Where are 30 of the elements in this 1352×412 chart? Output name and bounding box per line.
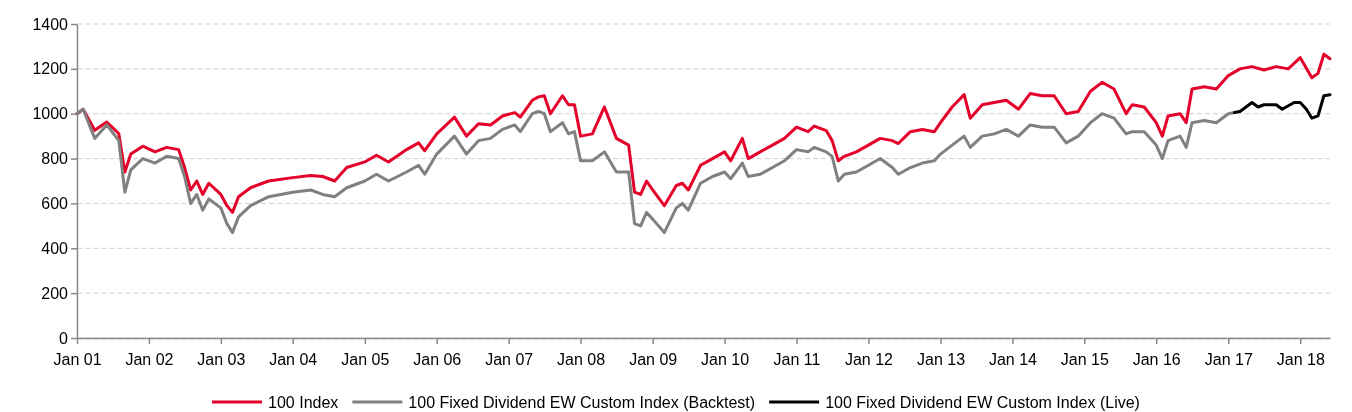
x-tick-label: Jan 07 bbox=[485, 350, 534, 368]
x-tick-label: Jan 06 bbox=[413, 350, 462, 368]
y-tick-label: 0 bbox=[59, 329, 69, 347]
legend-label: 100 Fixed Dividend EW Custom Index (Live) bbox=[825, 394, 1140, 411]
x-tick-label: Jan 14 bbox=[988, 350, 1038, 368]
y-tick-label: 200 bbox=[41, 284, 69, 302]
y-tick-label: 1400 bbox=[32, 15, 69, 33]
y-tick-label: 1200 bbox=[32, 60, 69, 78]
y-tick-label: 800 bbox=[41, 150, 69, 168]
x-tick-label: Jan 10 bbox=[701, 350, 750, 368]
x-tick-label: Jan 18 bbox=[1276, 350, 1325, 368]
x-tick-label: Jan 15 bbox=[1060, 350, 1109, 368]
x-tick-label: Jan 04 bbox=[269, 350, 318, 368]
x-tick-label: Jan 12 bbox=[844, 350, 894, 368]
x-tick-label: Jan 03 bbox=[197, 350, 246, 368]
x-tick-label: Jan 08 bbox=[557, 350, 606, 368]
x-tick-label: Jan 17 bbox=[1204, 350, 1253, 368]
x-tick-label: Jan 13 bbox=[916, 350, 966, 368]
legend-label: 100 Index bbox=[268, 394, 339, 411]
x-tick-label: Jan 16 bbox=[1132, 350, 1181, 368]
x-tick-label: Jan 05 bbox=[341, 350, 390, 368]
y-tick-label: 1000 bbox=[32, 105, 69, 123]
y-tick-label: 400 bbox=[41, 239, 69, 257]
x-tick-label: Jan 09 bbox=[629, 350, 678, 368]
y-tick-label: 600 bbox=[41, 195, 69, 213]
x-tick-label: Jan 01 bbox=[53, 350, 102, 368]
line-series bbox=[1232, 93, 1332, 120]
x-tick-label: Jan 02 bbox=[125, 350, 174, 368]
x-tick-label: Jan 11 bbox=[773, 350, 821, 368]
legend-label: 100 Fixed Dividend EW Custom Index (Backtest) bbox=[408, 394, 756, 411]
